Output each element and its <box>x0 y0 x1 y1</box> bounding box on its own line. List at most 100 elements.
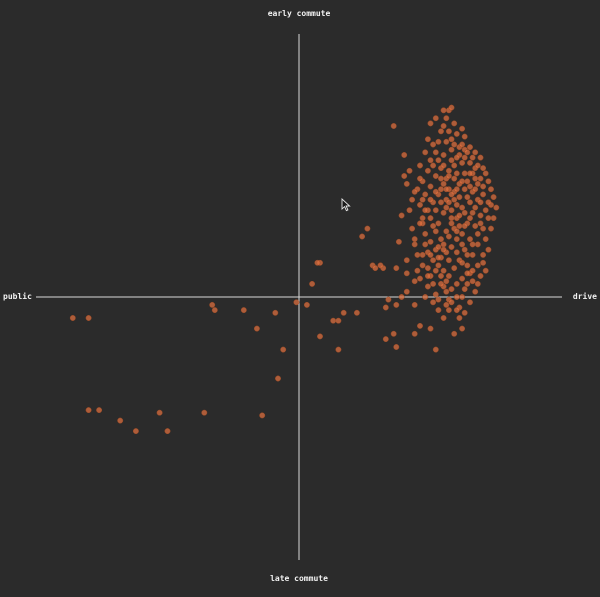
data-point <box>480 191 487 198</box>
data-point <box>467 215 473 222</box>
data-point <box>493 204 500 211</box>
data-point <box>448 136 455 143</box>
data-point <box>409 196 416 203</box>
data-point <box>467 170 473 177</box>
axis-label-top: early commute <box>268 9 331 18</box>
data-point <box>275 375 281 382</box>
data-point <box>201 409 208 416</box>
data-point <box>445 273 452 279</box>
data-point <box>435 138 442 145</box>
data-point <box>453 249 460 256</box>
data-point <box>480 183 487 190</box>
data-point <box>472 149 479 156</box>
data-point <box>453 294 460 300</box>
data-point <box>417 175 423 182</box>
data-point <box>403 288 410 295</box>
data-point <box>464 194 471 201</box>
data-point <box>480 259 487 266</box>
data-point <box>419 251 426 258</box>
data-point <box>445 128 452 135</box>
data-point <box>211 307 218 314</box>
data-point <box>448 299 455 306</box>
data-point <box>459 325 466 332</box>
data-point <box>464 262 471 269</box>
data-point <box>85 407 92 414</box>
data-point <box>401 152 408 158</box>
data-point <box>477 199 484 206</box>
data-point <box>464 251 471 258</box>
data-point <box>461 286 468 293</box>
data-point <box>451 141 458 148</box>
data-point <box>435 220 442 227</box>
data-point <box>456 212 463 219</box>
data-point <box>440 180 447 187</box>
data-point <box>440 267 447 274</box>
data-point <box>445 233 452 240</box>
data-point <box>440 246 447 253</box>
data-point <box>464 178 471 185</box>
data-point <box>430 223 437 229</box>
data-point <box>467 183 473 190</box>
data-point <box>409 225 416 232</box>
data-point <box>445 307 452 314</box>
data-point <box>424 283 431 290</box>
data-point <box>422 241 429 248</box>
data-point <box>445 173 452 179</box>
data-point <box>485 178 492 185</box>
data-point <box>482 207 489 214</box>
data-point <box>467 159 473 166</box>
data-point <box>448 220 455 227</box>
data-point <box>443 228 450 235</box>
data-point <box>480 225 487 232</box>
data-point <box>459 141 466 148</box>
data-point <box>451 120 458 127</box>
data-point <box>427 325 434 332</box>
data-point <box>422 191 429 198</box>
data-point <box>477 154 484 161</box>
data-point <box>469 241 476 248</box>
data-point <box>485 215 492 222</box>
data-point <box>464 270 471 277</box>
data-point <box>438 236 444 243</box>
data-point <box>443 278 450 285</box>
data-point <box>417 201 423 208</box>
data-point <box>482 267 489 274</box>
data-point <box>411 241 418 248</box>
data-point <box>443 138 450 145</box>
data-point <box>490 194 497 201</box>
data-point <box>259 412 266 419</box>
data-point <box>464 280 471 287</box>
data-point <box>156 409 163 416</box>
data-point <box>467 199 473 206</box>
data-point <box>417 220 423 227</box>
data-point <box>461 154 468 161</box>
data-point <box>432 207 439 214</box>
data-point <box>440 209 447 216</box>
data-point <box>430 299 437 306</box>
data-point <box>272 309 279 316</box>
data-point <box>398 294 405 300</box>
data-point <box>461 309 468 316</box>
data-point <box>461 246 468 253</box>
data-point <box>477 273 484 279</box>
data-point <box>464 149 471 156</box>
data-point <box>438 186 444 193</box>
data-point <box>480 251 487 258</box>
data-point <box>430 141 437 148</box>
data-point <box>472 175 479 182</box>
data-point <box>448 244 455 250</box>
data-point <box>132 428 139 435</box>
data-point <box>456 315 463 321</box>
data-point <box>459 159 466 166</box>
data-point <box>427 238 434 245</box>
data-point <box>432 149 439 156</box>
data-point <box>424 167 431 174</box>
mouse-cursor-icon <box>341 198 351 212</box>
data-point <box>443 301 450 308</box>
data-point <box>469 267 476 274</box>
data-point <box>440 241 447 248</box>
data-point <box>398 212 405 219</box>
data-point <box>453 228 460 235</box>
data-point <box>317 333 323 340</box>
points-layer <box>69 104 500 435</box>
